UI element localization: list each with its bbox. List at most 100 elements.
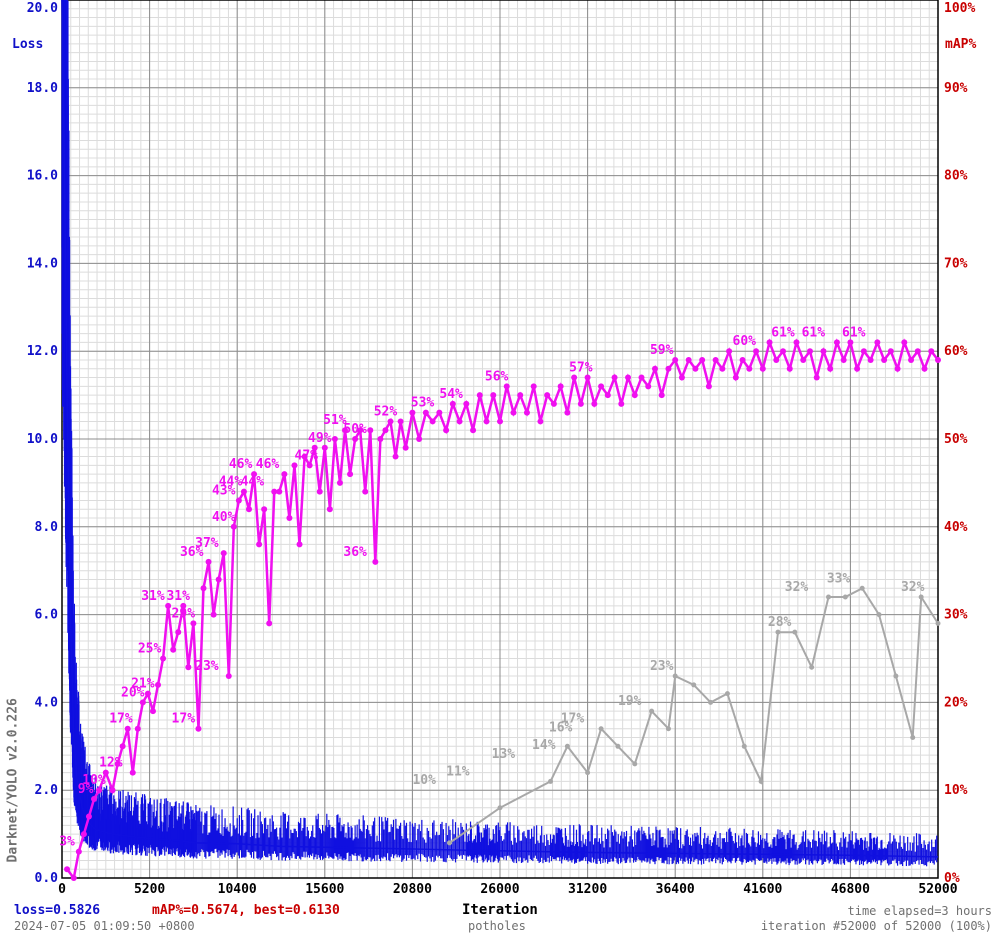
mAP-point (102, 769, 109, 776)
y-right-tick-label: 60% (944, 344, 968, 359)
mAP-data-label: 52% (374, 404, 398, 419)
mAP-point (867, 356, 874, 363)
mAP-point (119, 743, 126, 750)
y-left-axis-title: Loss (12, 37, 44, 52)
mAP-point (672, 356, 679, 363)
previous-mAP-data-label: 10% (412, 773, 436, 788)
mAP-point (261, 506, 268, 513)
mAP-point (847, 339, 854, 346)
previous-mAP-point (649, 708, 655, 714)
mAP-point (129, 769, 136, 776)
mAP-data-label: 61% (802, 325, 826, 340)
footer-elapsed: time elapsed=3 hours (847, 904, 993, 918)
mAP-data-label: 31% (141, 589, 165, 604)
previous-mAP-point (876, 612, 882, 618)
x-tick-label: 0 (58, 882, 66, 897)
plot-frame (61, 0, 939, 879)
previous-mAP-point (724, 691, 730, 697)
y-left-tick-label: 14.0 (27, 256, 58, 271)
mAP-point (276, 488, 283, 495)
previous-mAP-data-label: 19% (618, 694, 642, 709)
mAP-point (230, 523, 237, 530)
mAP-point (443, 427, 450, 434)
mAP-point (326, 506, 333, 513)
mAP-point (483, 418, 490, 425)
previous-mAP-point (775, 629, 781, 635)
mAP-point (75, 848, 82, 855)
mAP-data-label: 44% (219, 475, 243, 490)
mAP-point (195, 725, 202, 732)
mAP-point (286, 515, 293, 522)
mAP-point (347, 471, 354, 478)
mAP-point (336, 479, 343, 486)
y-left-tick-label: 8.0 (35, 520, 59, 535)
mAP-point (85, 813, 92, 820)
previous-mAP-point (598, 726, 604, 732)
mAP-data-label: 40% (212, 510, 236, 525)
mAP-point (251, 471, 258, 478)
mAP-data-label: 31% (166, 589, 190, 604)
mAP-data-label: 20% (121, 685, 145, 700)
y-left-tick-label: 12.0 (27, 344, 58, 359)
mAP-point (726, 348, 733, 355)
mAP-point (921, 365, 928, 372)
y-right-tick-label: 90% (944, 81, 968, 96)
previous-mAP-point (632, 761, 638, 767)
mAP-data-label: 36% (343, 545, 367, 560)
x-tick-label: 46800 (831, 882, 870, 897)
mAP-point (625, 374, 632, 381)
mAP-point (245, 506, 252, 513)
mAP-point (139, 699, 146, 706)
x-tick-label: 10400 (218, 882, 257, 897)
previous-mAP-point (615, 743, 621, 749)
mAP-data-label: 43% (212, 483, 236, 498)
mAP-point (631, 392, 638, 399)
mAP-point (651, 365, 658, 372)
mAP-point (739, 356, 746, 363)
previous-mAP-point (918, 594, 924, 600)
previous-mAP-data-label: 32% (901, 580, 925, 595)
previous-mAP-point (741, 743, 747, 749)
mAP-point (503, 383, 510, 390)
x-tick-label: 36400 (656, 882, 695, 897)
mAP-point (70, 875, 77, 881)
mAP-point (564, 409, 571, 416)
mAP-point (205, 558, 212, 565)
x-tick-label: 41600 (743, 882, 782, 897)
mAP-point (833, 339, 840, 346)
ticks-layer: 0 5200 10400 15600 20800 26000 31200 36400 41600… (27, 1, 976, 897)
mAP-point (397, 418, 404, 425)
y-left-tick-label: 18.0 (27, 81, 58, 96)
previous-mAP-point (826, 594, 831, 600)
mAP-point (109, 787, 116, 794)
mAP-point (387, 418, 394, 425)
mAP-point (854, 365, 861, 372)
mAP-point (928, 348, 935, 355)
mAP-point (544, 392, 551, 399)
mAP-point (712, 356, 719, 363)
mAP-point (705, 383, 712, 390)
mAP-point (604, 392, 611, 399)
previous-mAP-data-label: 33% (827, 571, 851, 586)
mAP-point (766, 339, 773, 346)
mAP-point (362, 488, 369, 495)
mAP-point (124, 725, 131, 732)
mAP-point (753, 348, 760, 355)
mAP-point (372, 558, 379, 565)
mAP-data-label: 56% (485, 369, 509, 384)
mAP-point (155, 681, 162, 688)
mAP-point (881, 356, 888, 363)
mAP-point (422, 409, 429, 416)
mAP-data-label: 37% (195, 536, 219, 551)
loss-line (61, 0, 939, 858)
mAP-point (256, 541, 263, 548)
mAP-point (571, 374, 578, 381)
mAP-data-label: 10% (82, 773, 106, 788)
mAP-point (165, 602, 172, 609)
mAP-point (352, 436, 359, 442)
mAP-point (894, 365, 901, 372)
mAP-point (813, 374, 820, 381)
mAP-point (638, 374, 645, 381)
mAP-point (618, 400, 625, 407)
